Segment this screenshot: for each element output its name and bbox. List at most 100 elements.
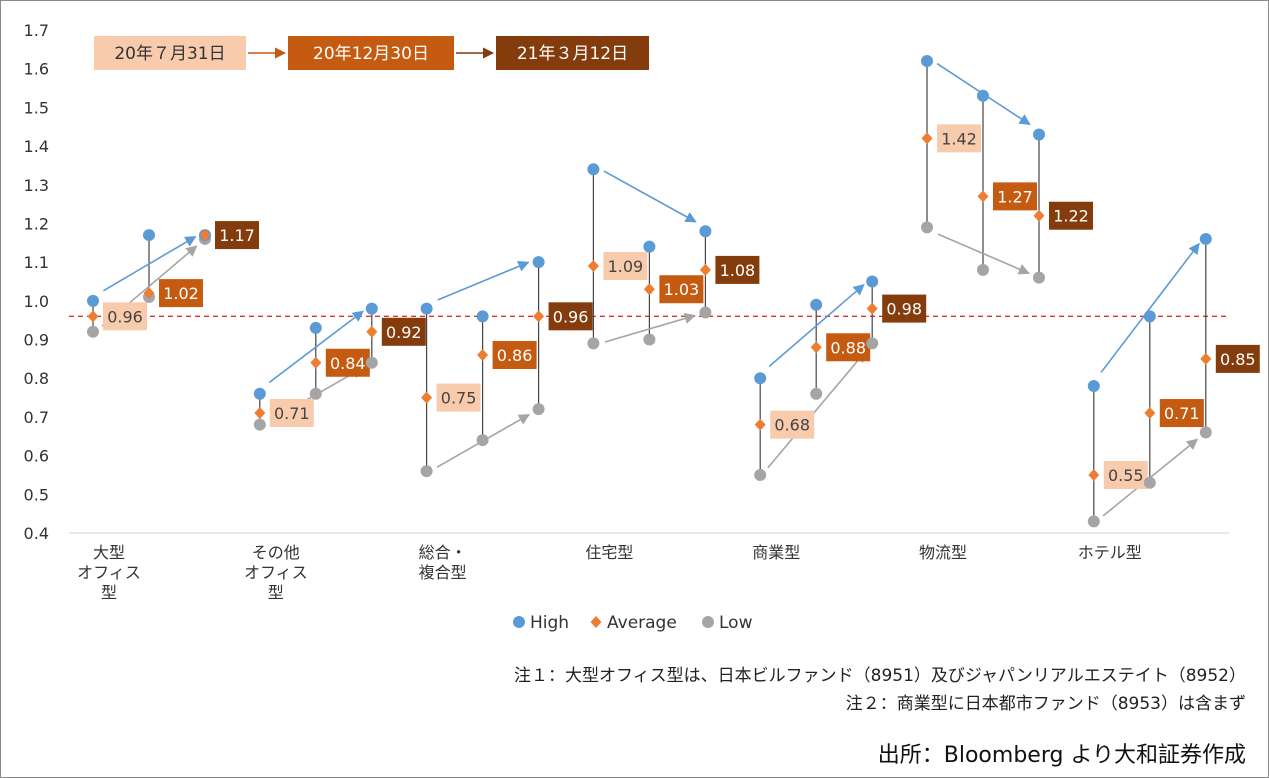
category-label: 商業型 (752, 543, 800, 562)
low-point (866, 337, 879, 350)
low-trend-arrow (604, 313, 696, 343)
average-data-label: 0.98 (886, 300, 922, 319)
average-data-label: 0.68 (774, 416, 810, 435)
average-data-label: 0.71 (274, 404, 310, 423)
category-label: 物流型 (919, 543, 967, 562)
average-data-label: 0.96 (107, 307, 143, 326)
high-point (699, 225, 712, 238)
y-tick-label: 1.7 (24, 21, 49, 40)
average-label-box (381, 317, 426, 346)
high-point (810, 298, 823, 311)
high-point (977, 89, 989, 102)
average-point (87, 310, 99, 323)
high-trend-arrow (768, 283, 865, 367)
y-tick-label: 0.5 (24, 485, 49, 504)
average-point (477, 349, 489, 362)
legend-marker-low (702, 616, 714, 628)
average-label-box (882, 294, 927, 323)
average-data-label: 0.96 (553, 307, 589, 326)
high-trend-arrow (437, 261, 530, 301)
average-data-label: 1.42 (941, 129, 977, 148)
average-point (143, 287, 155, 300)
high-point (1199, 232, 1212, 245)
category-label: 大型 (93, 543, 125, 562)
average-point (810, 341, 822, 354)
high-point (866, 275, 879, 288)
low-point (87, 325, 99, 338)
average-data-label: 0.84 (330, 354, 366, 373)
average-label-box (659, 275, 704, 304)
low-point (977, 263, 989, 276)
low-point (1033, 271, 1045, 284)
legend-label: Average (607, 613, 677, 633)
high-point (1143, 310, 1156, 323)
legend-label: Low (719, 613, 753, 633)
y-tick-label: 1.6 (24, 60, 49, 79)
high-trend-arrow (1100, 242, 1200, 373)
average-data-label: 1.27 (997, 187, 1033, 206)
y-tick-label: 0.8 (24, 369, 49, 388)
low-point (754, 468, 767, 481)
high-point (143, 229, 155, 242)
y-tick-label: 0.6 (24, 447, 49, 466)
legend-marker-high (513, 616, 525, 628)
high-point (365, 302, 378, 315)
average-label-box (715, 255, 760, 284)
average-data-label: 0.71 (1164, 404, 1200, 423)
average-label-box (269, 399, 314, 428)
date-label: 20年12月30日 (313, 44, 429, 64)
category-label: オフィス (77, 563, 141, 582)
average-point (977, 190, 989, 203)
average-data-label: 0.92 (386, 323, 422, 342)
legend-label: High (530, 613, 569, 633)
category-label: 住宅型 (585, 543, 633, 562)
high-point (1087, 379, 1100, 392)
average-label-box (492, 341, 537, 370)
source-text: 出所：Bloomberg より大和証券作成 (877, 743, 1246, 768)
average-point (366, 325, 378, 338)
average-label-box (603, 252, 648, 281)
category-label: 型 (268, 583, 284, 602)
average-label-box (548, 302, 593, 331)
average-point (587, 260, 599, 273)
average-label-box (103, 302, 147, 331)
average-point (866, 302, 878, 315)
average-data-label: 0.86 (497, 346, 533, 365)
high-trend-arrow (102, 235, 197, 292)
category-label: 複合型 (419, 563, 467, 582)
average-label-box (937, 124, 981, 153)
average-label-box (159, 279, 203, 308)
low-trend-arrow (767, 350, 866, 469)
date-box (94, 36, 246, 70)
average-label-box (436, 383, 481, 412)
average-label-box (1159, 399, 1204, 428)
y-tick-label: 0.9 (24, 331, 49, 350)
high-point (532, 256, 545, 269)
high-point (87, 294, 99, 307)
average-point (1033, 209, 1045, 222)
average-label-box (826, 333, 871, 362)
y-tick-label: 1.3 (24, 176, 49, 195)
average-point (1088, 468, 1100, 481)
low-point (1143, 476, 1156, 489)
high-point (921, 54, 933, 67)
date-box (496, 36, 649, 70)
y-tick-label: 0.7 (24, 408, 49, 427)
high-trend-arrow (268, 310, 364, 384)
low-point (253, 418, 266, 431)
average-label-box (1215, 344, 1260, 373)
y-tick-label: 1.5 (24, 98, 49, 117)
average-point (310, 356, 322, 369)
high-point (420, 302, 433, 315)
low-point (1199, 426, 1212, 439)
low-point (532, 403, 545, 416)
high-point (309, 321, 322, 334)
note-2: 注２：商業型に日本都市ファンド（8953）は含まず (845, 694, 1246, 714)
average-point (921, 132, 933, 145)
high-point (643, 240, 656, 253)
y-tick-label: 0.4 (24, 524, 49, 543)
note-1: 注１：大型オフィス型は、日本ビルファンド（8951）及びジャパンリアルエステイト… (513, 666, 1246, 686)
low-point (587, 337, 600, 350)
high-point (476, 310, 489, 323)
